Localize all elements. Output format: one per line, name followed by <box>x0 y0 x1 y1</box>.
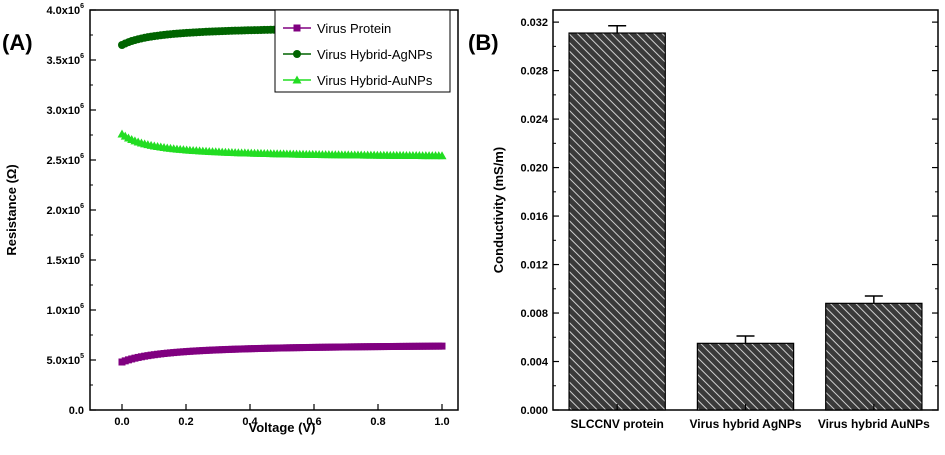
bar <box>696 342 795 411</box>
legend-entry: Virus Protein <box>283 21 391 36</box>
a-y-tick-label: 3.0x106 <box>46 103 84 117</box>
bar-group: SLCCNV protein <box>568 25 666 431</box>
panel-a-y-axis-title: Resistance (Ω) <box>4 164 19 255</box>
legend-box <box>274 9 451 93</box>
a-y-tick-label: 4.0x106 <box>46 3 84 17</box>
b-y-tick-label: 0.032 <box>520 17 548 29</box>
panel-b-bars: SLCCNV protein Virus hybrid AgNPs Virus hy… <box>568 25 930 431</box>
a-x-tick-label: 0.6 <box>306 416 321 428</box>
panel-b-chart: (B) 0.0000.0040.0080.0120.0160.0200.0240… <box>468 9 939 431</box>
b-y-tick-label: 0.000 <box>520 405 548 417</box>
legend-marker <box>292 75 302 84</box>
bar-category-label: SLCCNV protein <box>570 417 663 431</box>
a-x-tick-label: 0.8 <box>370 416 385 428</box>
panel-b-label: (B) <box>468 30 499 55</box>
bar <box>568 32 666 411</box>
panel-a-x-axis-title: Voltage (V) <box>249 420 316 435</box>
legend-entry: Virus Hybrid-AgNPs <box>283 47 433 62</box>
a-y-tick-label: 0.0 <box>69 405 84 417</box>
legend-entry: Virus Hybrid-AuNPs <box>283 73 433 88</box>
legend-label: Virus Hybrid-AgNPs <box>317 47 433 62</box>
b-y-tick-label: 0.020 <box>520 163 548 175</box>
b-y-tick-label: 0.004 <box>520 357 548 369</box>
panel-a-label: (A) <box>2 30 33 55</box>
panel-a-ticks: 0.0 0.2 0.4 0.6 0.8 1.0 0.0 5.0x105 1.0x106 1.5x1… <box>46 3 449 428</box>
b-y-tick-label: 0.028 <box>520 66 548 78</box>
b-y-tick-label: 0.024 <box>520 114 548 126</box>
bar-category-label: Virus hybrid AgNPs <box>689 417 801 431</box>
series-square <box>118 342 446 366</box>
legend-marker <box>293 50 301 58</box>
panel-b-ticks: 0.000 0.004 0.008 0.012 0.016 0.020 0.024 0.028… <box>520 17 938 417</box>
b-y-tick-label: 0.012 <box>520 260 548 272</box>
bar-category-label: Virus hybrid AuNPs <box>818 417 930 431</box>
bar-group: Virus hybrid AgNPs <box>689 335 802 431</box>
a-y-tick-label: 2.5x106 <box>46 153 84 167</box>
a-x-tick-label: 1.0 <box>434 416 449 428</box>
a-x-tick-label: 0.2 <box>178 416 193 428</box>
a-y-tick-label: 1.5x106 <box>46 253 84 267</box>
a-y-tick-label: 1.0x106 <box>46 303 84 317</box>
a-y-tick-label: 2.0x106 <box>46 203 84 217</box>
data-point <box>438 342 446 350</box>
panel-a-legend: Virus Protein Virus Hybrid-AgNPs Virus Hyb… <box>274 9 451 93</box>
b-y-tick-label: 0.016 <box>520 211 548 223</box>
legend-label: Virus Protein <box>317 21 391 36</box>
panel-a-chart: (A) 0.0 0.2 0.4 0.6 0.8 1.0 0.0 5.0x105 1.0x106 1… <box>2 3 459 435</box>
legend-label: Virus Hybrid-AuNPs <box>317 73 433 88</box>
legend-marker <box>293 24 301 32</box>
a-x-tick-label: 0.0 <box>114 416 129 428</box>
a-y-tick-label: 3.5x106 <box>46 53 84 67</box>
bar-group: Virus hybrid AuNPs <box>818 295 930 431</box>
a-y-tick-label: 5.0x105 <box>46 353 84 367</box>
b-y-tick-label: 0.008 <box>520 308 548 320</box>
data-point <box>437 151 447 160</box>
panel-b-y-axis-title: Conductivity (mS/m) <box>491 147 506 273</box>
series-triangle <box>117 129 447 160</box>
a-x-tick-label: 0.4 <box>242 416 258 428</box>
bar <box>825 302 923 411</box>
